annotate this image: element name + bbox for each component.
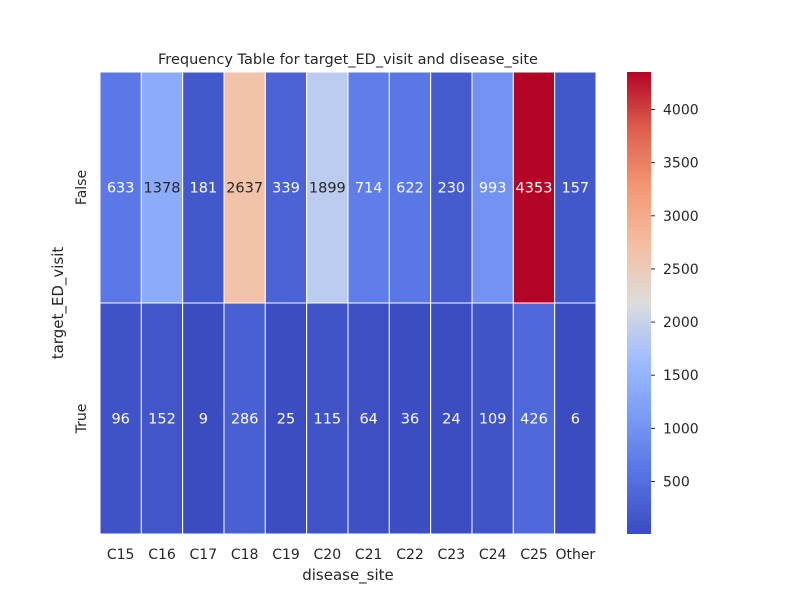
cell-value-label: 181 (189, 181, 217, 197)
heatmap-cell-true-c19 (264, 302, 308, 535)
x-tick-label: C24 (479, 547, 507, 563)
x-tick-label: C25 (520, 547, 548, 563)
cell-value-label: 25 (277, 412, 295, 428)
heatmap-cell-false-c20 (306, 71, 349, 304)
x-axis-label: disease_site (302, 566, 394, 585)
colorbar-tick-label: 3000 (663, 209, 699, 225)
colorbar-tick-label: 1500 (663, 368, 699, 384)
y-tick-label: False (74, 170, 90, 205)
x-tick-label: C18 (231, 547, 259, 563)
x-tick-label: C16 (148, 547, 176, 563)
x-tick-label: Other (555, 547, 595, 563)
heatmap-cell-labels: 633 1378 181 2637 339 1899 714 622 230 993 4353 157… (107, 181, 589, 428)
y-axis-label: target_ED_visit (49, 247, 68, 360)
cell-value-label: 1378 (144, 181, 181, 197)
cell-value-label: 24 (442, 412, 460, 428)
colorbar-tick-label: 2500 (663, 262, 699, 278)
heatmap-cell-true-c24 (471, 302, 514, 535)
heatmap-cell-true-c25 (512, 302, 556, 535)
y-tick-label: True (74, 404, 90, 435)
cell-value-label: 230 (437, 181, 465, 197)
heatmap-cell-false-c24 (471, 71, 514, 304)
cell-value-label: 157 (561, 181, 589, 197)
cell-value-label: 64 (359, 412, 377, 428)
heatmap-cells (99, 71, 597, 535)
heatmap-cell-true-c21 (347, 302, 390, 535)
heatmap-cell-true-c18 (223, 302, 266, 535)
colorbar-tick-label: 2000 (663, 315, 699, 331)
colorbar-tick-label: 500 (663, 474, 690, 490)
heatmap-cell-true-c23 (430, 302, 473, 535)
heatmap-cell-false-other (554, 71, 597, 304)
heatmap-cell-false-c18 (223, 71, 266, 304)
cell-value-label: 152 (148, 412, 176, 428)
cell-value-label: 36 (401, 412, 419, 428)
cell-value-label: 2637 (226, 181, 263, 197)
cell-value-label: 96 (111, 412, 129, 428)
colorbar-tick-label: 1000 (663, 421, 699, 437)
cell-value-label: 9 (199, 412, 208, 428)
x-tick-label: C21 (355, 547, 383, 563)
heatmap-cell-true-other (554, 302, 597, 535)
heatmap-cell-true-c16 (140, 302, 184, 535)
heatmap-cell-false-c15 (99, 71, 142, 304)
heatmap-cell-true-c20 (306, 302, 349, 535)
colorbar-ticks: 500 1000 1500 2000 2500 3000 3500 4000 (651, 103, 699, 490)
cell-value-label: 714 (355, 181, 383, 197)
cell-value-label: 6 (571, 412, 580, 428)
heatmap-cell-false-c22 (388, 71, 432, 304)
x-tick-label: C17 (190, 547, 218, 563)
x-tick-label: C15 (107, 547, 135, 563)
x-tick-label: C23 (438, 547, 466, 563)
cell-value-label: 1899 (309, 181, 346, 197)
cell-value-label: 4353 (516, 181, 553, 197)
colorbar-tick-label: 3500 (663, 156, 699, 172)
heatmap-cell-false-c17 (182, 71, 225, 304)
cell-value-label: 993 (479, 181, 507, 197)
colorbar (627, 72, 651, 534)
cell-value-label: 622 (396, 181, 424, 197)
y-tick-labels: False True (74, 170, 90, 434)
cell-value-label: 339 (272, 181, 300, 197)
cell-value-label: 426 (520, 412, 548, 428)
heatmap-cell-true-c15 (99, 302, 142, 535)
cell-value-label: 286 (231, 412, 259, 428)
cell-value-label: 633 (107, 181, 135, 197)
heatmap-cell-true-c22 (388, 302, 432, 535)
chart-title: Frequency Table for target_ED_visit and … (158, 52, 538, 68)
x-tick-labels: C15 C16 C17 C18 C19 C20 C21 C22 C23 C24 C25 Other (107, 547, 596, 563)
heatmap-cell-false-c16 (140, 71, 184, 304)
x-tick-label: C19 (272, 547, 300, 563)
cell-value-label: 115 (313, 412, 341, 428)
x-tick-label: C22 (396, 547, 424, 563)
cell-value-label: 109 (479, 412, 507, 428)
colorbar-tick-label: 4000 (663, 103, 699, 119)
x-tick-label: C20 (314, 547, 342, 563)
